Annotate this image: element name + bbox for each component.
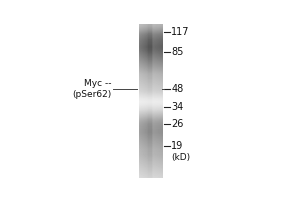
Text: 26: 26	[171, 119, 184, 129]
Text: Myc --: Myc --	[84, 79, 112, 88]
Text: 19: 19	[171, 141, 183, 151]
Text: 48: 48	[171, 84, 183, 94]
Text: 34: 34	[171, 102, 183, 112]
Text: 117: 117	[171, 27, 190, 37]
Text: 85: 85	[171, 47, 184, 57]
Text: (pSer62): (pSer62)	[73, 90, 112, 99]
Text: (kD): (kD)	[171, 153, 190, 162]
